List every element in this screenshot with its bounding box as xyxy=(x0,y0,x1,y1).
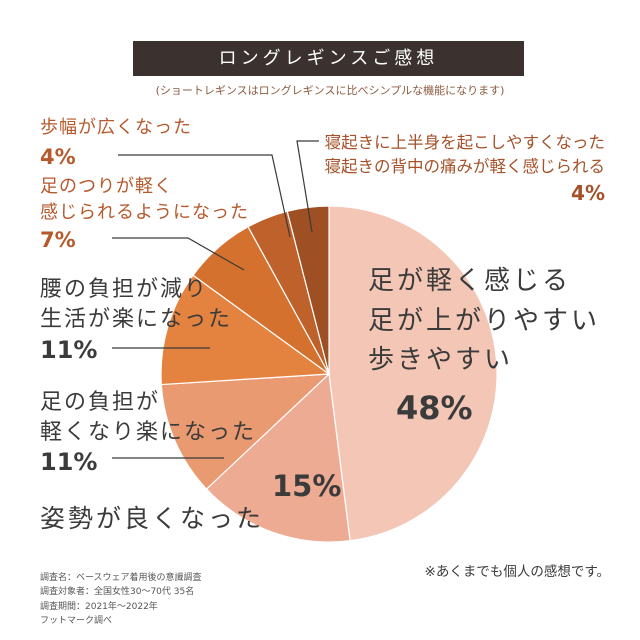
cramps-value-label: 7% xyxy=(40,228,76,252)
posture-label: 姿勢が良くなった xyxy=(40,504,265,533)
stride-label: 歩幅が広くなった xyxy=(40,117,192,138)
legs-light-label-line-1: 足が軽く感じる xyxy=(368,266,572,296)
waking-value-label: 4% xyxy=(571,181,605,205)
disclaimer-note: ※あくまでも個人の感想です。 xyxy=(424,564,610,580)
foot-burden-value-label: 11% xyxy=(40,448,98,476)
posture-value-label: 15% xyxy=(272,469,342,503)
legs-light-label-line-3: 歩きやすい xyxy=(368,345,514,375)
pie-slice-back-burden xyxy=(160,274,331,386)
waking-label-line-2: 寝起きの背中の痛みが軽く感じられる xyxy=(324,157,606,176)
leader-line-stride xyxy=(118,154,291,238)
leader-line-cramps xyxy=(112,237,245,271)
survey-info-period: 調査期間：2021年〜2022年 xyxy=(40,601,158,612)
waking-label-line-1: 寝起きに上半身を起こしやすくなった xyxy=(324,133,605,152)
legs-light-value-label: 48% xyxy=(396,389,473,427)
stride-value-label: 4% xyxy=(40,145,76,169)
pie-slice-foot-burden xyxy=(160,373,331,490)
pie-slice-legs-feel-light xyxy=(328,205,498,542)
cramps-label-line-2: 感じられるようになった xyxy=(40,202,249,223)
back-burden-value-label: 11% xyxy=(40,336,98,364)
survey-info-source: フットマーク調べ xyxy=(40,615,113,626)
chart-subtitle: (ショートレギンスはロングレギンスに比べシンプルな機能になります) xyxy=(155,84,505,97)
foot-burden-label-line-2: 軽くなり楽になった xyxy=(40,420,257,445)
leader-line-waking xyxy=(296,140,319,233)
pie-slice-posture xyxy=(205,372,351,543)
back-burden-label-line-2: 生活が楽になった xyxy=(40,307,233,332)
legs-light-label-line-2: 足が上がりやすい xyxy=(368,306,601,336)
cramps-label-line-1: 足のつりが軽く xyxy=(40,176,173,197)
pie-slices xyxy=(160,205,498,543)
leader-lines xyxy=(112,140,319,459)
back-burden-label-line-1: 腰の負担が減り xyxy=(40,277,209,302)
foot-burden-label-line-1: 足の負担が xyxy=(40,390,161,415)
chart-title: ロングレギンスご感想 xyxy=(133,41,524,76)
survey-info-subjects: 調査対象者：全国女性30〜70代 35名 xyxy=(40,587,195,598)
survey-info-name: 調査名：ベースウェア着用後の意識調査 xyxy=(40,573,202,583)
survey-info: 調査名：ベースウェア着用後の意識調査 調査対象者：全国女性30〜70代 35名 … xyxy=(40,571,202,628)
